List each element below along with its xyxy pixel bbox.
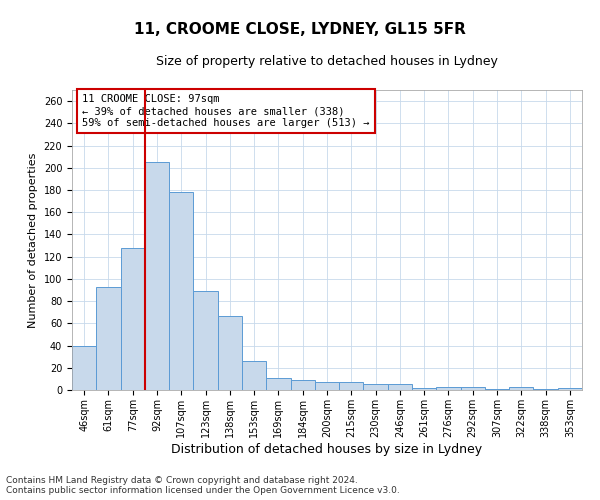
Bar xyxy=(485,389,509,390)
Bar xyxy=(412,388,436,390)
Bar xyxy=(388,384,412,390)
Text: Contains HM Land Registry data © Crown copyright and database right 2024.
Contai: Contains HM Land Registry data © Crown c… xyxy=(6,476,400,495)
Bar xyxy=(169,192,193,390)
Bar xyxy=(339,382,364,390)
Bar xyxy=(218,316,242,390)
Bar xyxy=(121,248,145,390)
Bar xyxy=(72,346,96,390)
Text: 11 CROOME CLOSE: 97sqm
← 39% of detached houses are smaller (338)
59% of semi-de: 11 CROOME CLOSE: 97sqm ← 39% of detached… xyxy=(82,94,370,128)
Y-axis label: Number of detached properties: Number of detached properties xyxy=(28,152,38,328)
Bar xyxy=(96,286,121,390)
Text: 11, CROOME CLOSE, LYDNEY, GL15 5FR: 11, CROOME CLOSE, LYDNEY, GL15 5FR xyxy=(134,22,466,38)
Bar xyxy=(461,386,485,390)
X-axis label: Distribution of detached houses by size in Lydney: Distribution of detached houses by size … xyxy=(172,442,482,456)
Bar xyxy=(558,388,582,390)
Bar xyxy=(242,361,266,390)
Bar xyxy=(509,386,533,390)
Bar xyxy=(533,389,558,390)
Bar xyxy=(290,380,315,390)
Bar xyxy=(315,382,339,390)
Bar xyxy=(193,291,218,390)
Bar xyxy=(145,162,169,390)
Bar xyxy=(364,384,388,390)
Title: Size of property relative to detached houses in Lydney: Size of property relative to detached ho… xyxy=(156,55,498,68)
Bar xyxy=(436,386,461,390)
Bar xyxy=(266,378,290,390)
